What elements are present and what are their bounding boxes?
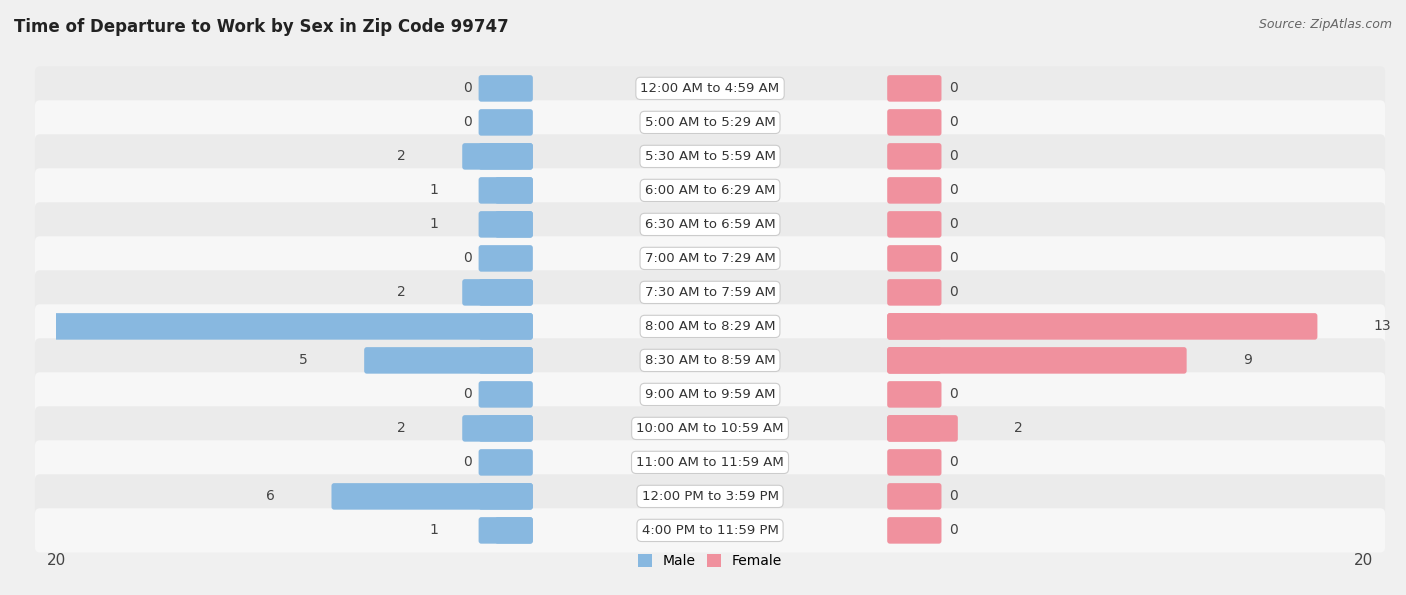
Text: 5:00 AM to 5:29 AM: 5:00 AM to 5:29 AM [645, 116, 775, 129]
Text: 0: 0 [463, 387, 471, 402]
FancyBboxPatch shape [495, 177, 533, 203]
Text: 7:00 AM to 7:29 AM: 7:00 AM to 7:29 AM [645, 252, 775, 265]
Text: 12:00 AM to 4:59 AM: 12:00 AM to 4:59 AM [641, 82, 779, 95]
FancyBboxPatch shape [35, 372, 1385, 416]
FancyBboxPatch shape [887, 313, 942, 340]
FancyBboxPatch shape [887, 347, 942, 374]
Text: 6:00 AM to 6:29 AM: 6:00 AM to 6:29 AM [645, 184, 775, 197]
FancyBboxPatch shape [35, 339, 1385, 383]
FancyBboxPatch shape [495, 211, 533, 237]
Text: 0: 0 [949, 455, 957, 469]
FancyBboxPatch shape [332, 483, 533, 510]
Text: 1: 1 [430, 524, 439, 537]
FancyBboxPatch shape [887, 517, 942, 544]
Text: 0: 0 [949, 490, 957, 503]
FancyBboxPatch shape [887, 415, 942, 441]
FancyBboxPatch shape [887, 449, 942, 475]
Text: 0: 0 [463, 252, 471, 265]
Text: 2: 2 [1014, 421, 1022, 436]
Text: 8:00 AM to 8:29 AM: 8:00 AM to 8:29 AM [645, 320, 775, 333]
FancyBboxPatch shape [364, 347, 533, 374]
FancyBboxPatch shape [478, 381, 533, 408]
FancyBboxPatch shape [887, 313, 1317, 340]
Text: 0: 0 [949, 115, 957, 129]
FancyBboxPatch shape [887, 245, 942, 272]
FancyBboxPatch shape [463, 279, 533, 306]
Text: 6: 6 [266, 490, 276, 503]
FancyBboxPatch shape [478, 483, 533, 510]
Text: 7:30 AM to 7:59 AM: 7:30 AM to 7:59 AM [644, 286, 776, 299]
FancyBboxPatch shape [35, 304, 1385, 349]
FancyBboxPatch shape [887, 415, 957, 441]
Text: 0: 0 [949, 149, 957, 164]
Text: 2: 2 [398, 421, 406, 436]
FancyBboxPatch shape [478, 313, 533, 340]
Text: 5:30 AM to 5:59 AM: 5:30 AM to 5:59 AM [644, 150, 776, 163]
Text: 13: 13 [1374, 320, 1392, 333]
FancyBboxPatch shape [35, 101, 1385, 145]
FancyBboxPatch shape [887, 279, 942, 306]
FancyBboxPatch shape [463, 143, 533, 170]
FancyBboxPatch shape [887, 109, 942, 136]
FancyBboxPatch shape [463, 415, 533, 441]
FancyBboxPatch shape [887, 143, 942, 170]
Text: 0: 0 [949, 217, 957, 231]
FancyBboxPatch shape [887, 483, 942, 510]
Text: 11:00 AM to 11:59 AM: 11:00 AM to 11:59 AM [636, 456, 785, 469]
Text: 0: 0 [463, 455, 471, 469]
FancyBboxPatch shape [478, 415, 533, 441]
FancyBboxPatch shape [35, 202, 1385, 246]
Text: Source: ZipAtlas.com: Source: ZipAtlas.com [1258, 18, 1392, 31]
Text: Time of Departure to Work by Sex in Zip Code 99747: Time of Departure to Work by Sex in Zip … [14, 18, 509, 36]
FancyBboxPatch shape [495, 517, 533, 544]
Text: 5: 5 [299, 353, 308, 367]
Text: 12:00 PM to 3:59 PM: 12:00 PM to 3:59 PM [641, 490, 779, 503]
Text: 2: 2 [398, 286, 406, 299]
Text: 6:30 AM to 6:59 AM: 6:30 AM to 6:59 AM [645, 218, 775, 231]
FancyBboxPatch shape [0, 313, 533, 340]
Legend: Male, Female: Male, Female [633, 549, 787, 574]
FancyBboxPatch shape [35, 440, 1385, 484]
FancyBboxPatch shape [478, 347, 533, 374]
FancyBboxPatch shape [35, 406, 1385, 450]
FancyBboxPatch shape [887, 211, 942, 237]
FancyBboxPatch shape [887, 75, 942, 102]
Text: 0: 0 [949, 82, 957, 95]
Text: 9:00 AM to 9:59 AM: 9:00 AM to 9:59 AM [645, 388, 775, 401]
FancyBboxPatch shape [887, 347, 1187, 374]
FancyBboxPatch shape [478, 143, 533, 170]
Text: 9: 9 [1243, 353, 1251, 367]
FancyBboxPatch shape [35, 474, 1385, 518]
Text: 8:30 AM to 8:59 AM: 8:30 AM to 8:59 AM [645, 354, 775, 367]
FancyBboxPatch shape [35, 168, 1385, 212]
FancyBboxPatch shape [887, 177, 942, 203]
Text: 10:00 AM to 10:59 AM: 10:00 AM to 10:59 AM [637, 422, 783, 435]
FancyBboxPatch shape [35, 270, 1385, 315]
FancyBboxPatch shape [478, 279, 533, 306]
FancyBboxPatch shape [478, 75, 533, 102]
FancyBboxPatch shape [35, 236, 1385, 280]
Text: 2: 2 [398, 149, 406, 164]
FancyBboxPatch shape [35, 508, 1385, 553]
Text: 4:00 PM to 11:59 PM: 4:00 PM to 11:59 PM [641, 524, 779, 537]
FancyBboxPatch shape [478, 109, 533, 136]
Text: 0: 0 [949, 524, 957, 537]
Text: 0: 0 [949, 387, 957, 402]
Text: 0: 0 [949, 183, 957, 198]
FancyBboxPatch shape [887, 381, 942, 408]
FancyBboxPatch shape [478, 517, 533, 544]
Text: 1: 1 [430, 183, 439, 198]
FancyBboxPatch shape [478, 177, 533, 203]
Text: 0: 0 [463, 115, 471, 129]
FancyBboxPatch shape [478, 449, 533, 475]
FancyBboxPatch shape [478, 211, 533, 237]
Text: 0: 0 [949, 286, 957, 299]
FancyBboxPatch shape [35, 134, 1385, 178]
Text: 0: 0 [463, 82, 471, 95]
Text: 0: 0 [949, 252, 957, 265]
Text: 1: 1 [430, 217, 439, 231]
FancyBboxPatch shape [35, 66, 1385, 111]
FancyBboxPatch shape [478, 245, 533, 272]
